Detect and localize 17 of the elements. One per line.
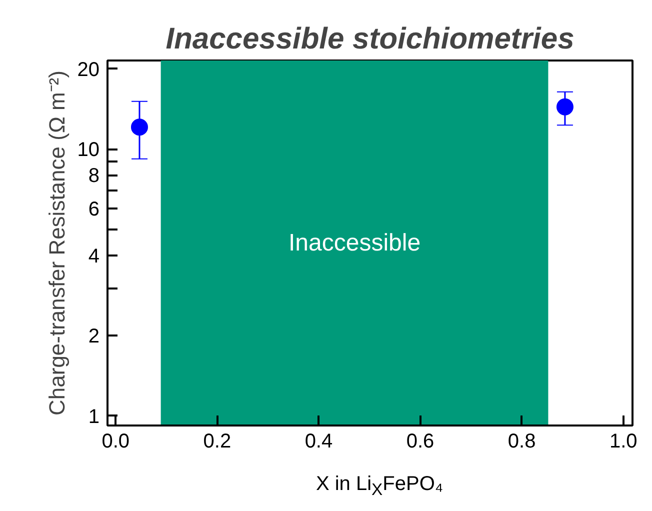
y-tick-label: 8 xyxy=(88,165,100,187)
y-tick-label: 20 xyxy=(77,58,100,81)
x-axis-title: X in Li$_{X}$FePO₄ xyxy=(316,472,444,501)
x-tick-label: 0.0 xyxy=(102,430,130,452)
y-tick-label: 4 xyxy=(88,245,100,268)
y-tick-label: 2 xyxy=(88,326,100,348)
x-tick-label: 1.0 xyxy=(609,430,638,452)
x-tick-label: 0.6 xyxy=(406,430,434,452)
x-tick-label: 0.8 xyxy=(508,430,536,452)
x-tick-label: 0.4 xyxy=(304,430,333,452)
band-label: Inaccessible xyxy=(288,230,421,256)
x-tick-label: 0.2 xyxy=(203,430,232,452)
y-tick-label: 6 xyxy=(88,198,100,220)
y-tick-label: 1 xyxy=(88,406,100,428)
y-axis-title: Charge-transfer Resistance (Ω m⁻²) xyxy=(44,70,70,416)
y-tick-label: 10 xyxy=(77,139,100,162)
chart-title: Inaccessible stoichiometries xyxy=(166,22,574,56)
